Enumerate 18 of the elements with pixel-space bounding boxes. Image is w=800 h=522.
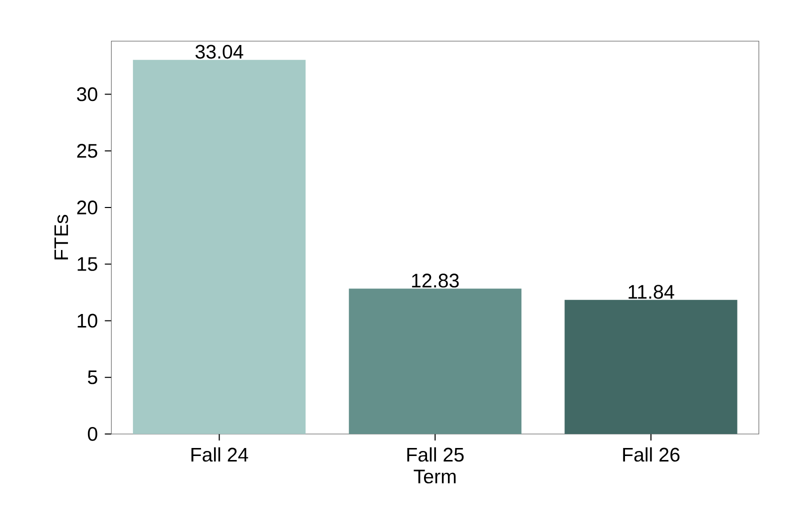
data-label: 11.84 — [628, 284, 674, 299]
x-tick-label: Fall 26 — [623, 447, 680, 462]
y-tick-label: 25 — [77, 144, 98, 158]
y-tick-label: 10 — [78, 314, 98, 328]
data-label: 33.04 — [195, 44, 244, 59]
data-label: 12.83 — [412, 274, 459, 288]
bar — [564, 300, 738, 434]
x-axis-title: Term — [414, 470, 456, 484]
y-tick-label: 0 — [88, 426, 98, 441]
y-tick-label: 5 — [88, 370, 98, 384]
x-tick-label: Fall 24 — [191, 447, 248, 462]
y-axis-title: FTEs — [54, 214, 68, 260]
bar — [132, 60, 306, 434]
bar — [348, 288, 522, 434]
y-tick-label: 30 — [76, 87, 98, 102]
y-tick-label: 20 — [77, 200, 98, 214]
y-tick-label: 15 — [78, 257, 98, 271]
x-tick-label: Fall 25 — [407, 447, 464, 462]
